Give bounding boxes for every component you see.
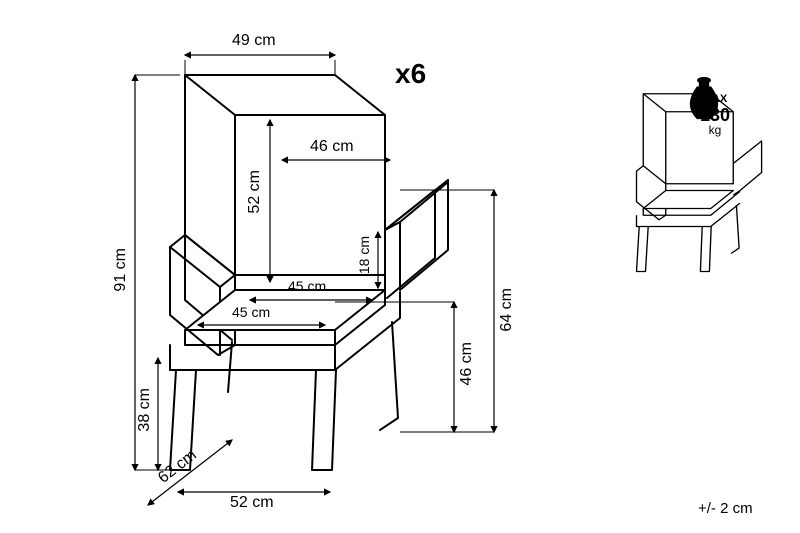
- tolerance-label: +/- 2 cm: [698, 500, 753, 517]
- dim-seat-inner: 46 cm: [310, 138, 354, 156]
- dim-seat-front: 45 cm: [232, 304, 270, 320]
- dim-top-width: 49 cm: [232, 32, 276, 50]
- dim-base-width: 52 cm: [230, 494, 274, 512]
- dim-seat-depth: 45 cm: [288, 278, 326, 294]
- max-weight-max: MAX: [700, 94, 730, 106]
- dim-cushion-floor: 46 cm: [458, 342, 476, 386]
- dim-arm-height: 18 cm: [356, 236, 372, 274]
- quantity-label: x6: [395, 58, 426, 90]
- diagram-stage: 49 cm 46 cm 52 cm 18 cm 45 cm 45 cm 91 c…: [0, 0, 800, 533]
- max-weight-block: MAX 130 kg: [700, 94, 730, 137]
- dim-arm-floor: 64 cm: [498, 288, 516, 332]
- max-weight-val: 130: [700, 106, 730, 125]
- dim-seat-floor: 38 cm: [136, 388, 154, 432]
- max-weight-unit: kg: [700, 124, 730, 137]
- dim-back-height: 52 cm: [246, 170, 264, 214]
- dim-overall-height: 91 cm: [112, 248, 130, 292]
